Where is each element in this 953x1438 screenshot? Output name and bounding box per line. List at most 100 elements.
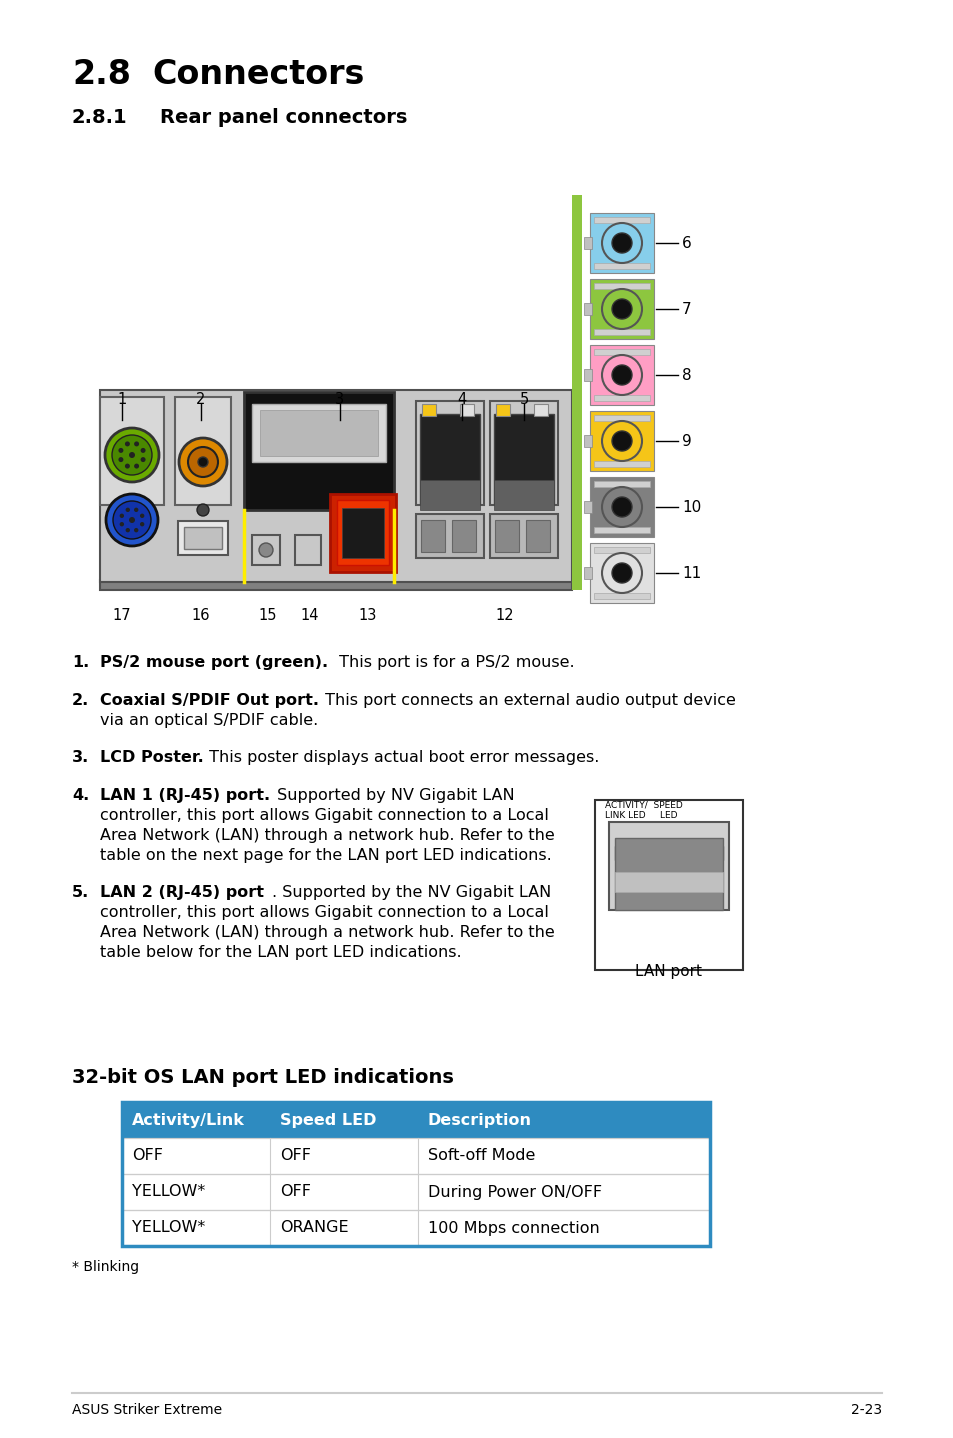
Text: 12: 12: [496, 608, 514, 623]
Bar: [260, 410, 377, 456]
Bar: [341, 508, 384, 558]
Text: Speed LED: Speed LED: [280, 1113, 376, 1127]
Text: * Blinking: * Blinking: [71, 1260, 139, 1274]
Bar: [615, 846, 633, 860]
Bar: [494, 414, 554, 503]
Bar: [178, 521, 228, 555]
Circle shape: [188, 447, 218, 477]
Text: 1: 1: [117, 393, 127, 407]
Text: 2.8: 2.8: [71, 58, 131, 91]
Text: Area Network (LAN) through a network hub. Refer to the: Area Network (LAN) through a network hub…: [100, 925, 554, 940]
Bar: [583, 303, 592, 315]
Circle shape: [612, 233, 631, 253]
Bar: [459, 404, 474, 416]
Circle shape: [612, 431, 631, 452]
Bar: [608, 823, 728, 910]
Text: . Supported by the NV Gigabit LAN: . Supported by the NV Gigabit LAN: [272, 884, 551, 900]
Circle shape: [118, 457, 123, 462]
Text: YELLOW*: YELLOW*: [132, 1185, 205, 1199]
Text: 100 Mbps connection: 100 Mbps connection: [428, 1221, 599, 1235]
Bar: [490, 513, 558, 558]
Bar: [122, 1137, 709, 1173]
Circle shape: [612, 365, 631, 385]
Bar: [122, 1173, 709, 1209]
Bar: [589, 544, 654, 603]
Bar: [421, 404, 436, 416]
Bar: [100, 397, 164, 505]
Circle shape: [129, 518, 135, 523]
Text: Area Network (LAN) through a network hub. Refer to the: Area Network (LAN) through a network hub…: [100, 828, 554, 843]
Bar: [122, 1102, 709, 1137]
Bar: [583, 436, 592, 447]
Text: 16: 16: [192, 608, 210, 623]
Text: OFF: OFF: [280, 1185, 311, 1199]
Bar: [594, 395, 649, 401]
Bar: [589, 279, 654, 339]
Circle shape: [134, 463, 139, 469]
Bar: [419, 414, 479, 503]
Bar: [594, 263, 649, 269]
Text: Coaxial S/PDIF Out port.: Coaxial S/PDIF Out port.: [100, 693, 318, 707]
Bar: [594, 526, 649, 533]
Text: 14: 14: [300, 608, 319, 623]
Text: Activity/Link: Activity/Link: [132, 1113, 245, 1127]
Bar: [252, 404, 386, 462]
Text: 2: 2: [196, 393, 206, 407]
Text: Soft-off Mode: Soft-off Mode: [428, 1149, 535, 1163]
Text: During Power ON/OFF: During Power ON/OFF: [428, 1185, 601, 1199]
Text: Rear panel connectors: Rear panel connectors: [160, 108, 407, 127]
Text: 32-bit OS LAN port LED indications: 32-bit OS LAN port LED indications: [71, 1068, 454, 1087]
Bar: [594, 217, 649, 223]
Circle shape: [133, 528, 138, 532]
Bar: [594, 329, 649, 335]
Circle shape: [118, 447, 123, 453]
Circle shape: [112, 436, 152, 475]
Circle shape: [612, 564, 631, 582]
Bar: [336, 500, 389, 565]
Bar: [525, 521, 550, 552]
Text: controller, this port allows Gigabit connection to a Local: controller, this port allows Gigabit con…: [100, 808, 548, 823]
Circle shape: [125, 441, 130, 446]
Text: 5: 5: [518, 393, 528, 407]
Text: This poster displays actual boot error messages.: This poster displays actual boot error m…: [204, 751, 598, 765]
Bar: [594, 546, 649, 554]
Text: OFF: OFF: [280, 1149, 311, 1163]
Circle shape: [140, 457, 146, 462]
Bar: [594, 462, 649, 467]
Bar: [416, 513, 483, 558]
Circle shape: [140, 513, 144, 518]
Bar: [704, 846, 722, 860]
Circle shape: [126, 508, 130, 512]
Text: table on the next page for the LAN port LED indications.: table on the next page for the LAN port …: [100, 848, 551, 863]
Bar: [589, 345, 654, 406]
Text: OFF: OFF: [132, 1149, 163, 1163]
Text: LCD Poster.: LCD Poster.: [100, 751, 204, 765]
Circle shape: [126, 528, 130, 532]
Circle shape: [612, 299, 631, 319]
Text: LINK LED     LED: LINK LED LED: [604, 811, 677, 820]
Text: 2.8.1: 2.8.1: [71, 108, 128, 127]
Text: 5.: 5.: [71, 884, 90, 900]
Text: PS/2 mouse port (green).: PS/2 mouse port (green).: [100, 654, 328, 670]
Text: controller, this port allows Gigabit connection to a Local: controller, this port allows Gigabit con…: [100, 905, 548, 920]
Text: 2-23: 2-23: [850, 1403, 882, 1416]
Circle shape: [119, 522, 124, 526]
Circle shape: [198, 457, 208, 467]
Circle shape: [105, 429, 159, 482]
Text: 17: 17: [112, 608, 132, 623]
Circle shape: [134, 441, 139, 446]
Text: Description: Description: [428, 1113, 532, 1127]
Text: 13: 13: [358, 608, 376, 623]
Bar: [122, 1173, 709, 1209]
Circle shape: [106, 495, 158, 546]
Bar: [594, 416, 649, 421]
Circle shape: [601, 223, 641, 263]
Bar: [452, 521, 476, 552]
Bar: [496, 404, 510, 416]
Bar: [122, 1209, 709, 1245]
Bar: [416, 401, 483, 505]
Circle shape: [125, 463, 130, 469]
Bar: [583, 500, 592, 513]
Text: This port connects an external audio output device: This port connects an external audio out…: [319, 693, 735, 707]
Bar: [589, 213, 654, 273]
